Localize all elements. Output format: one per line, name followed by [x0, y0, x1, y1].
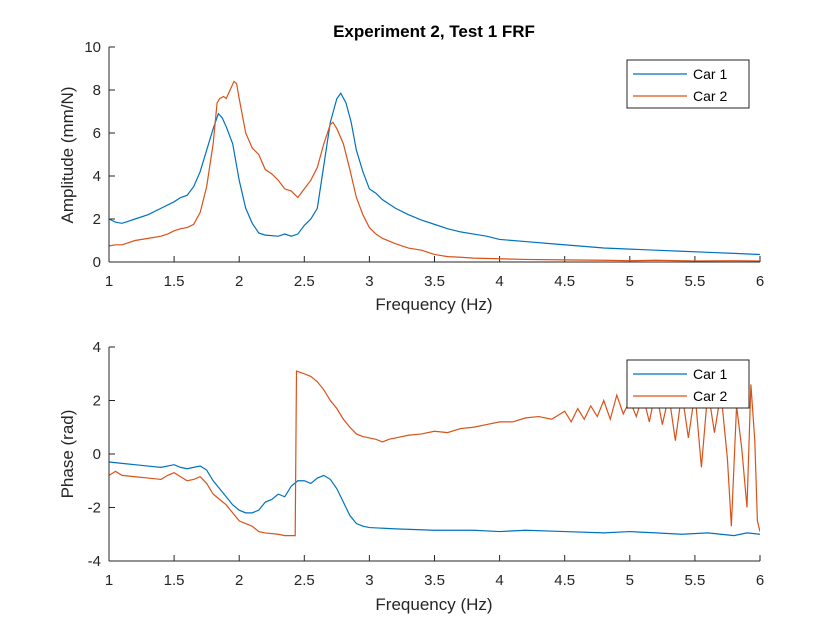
phase-ticks: 1 1.5 2 2.5 3 3.5 4 4.5 5 5.5 6 -4 -2 0 2 4: [88, 339, 765, 589]
amplitude-y-tick-label: 8: [93, 82, 101, 99]
phase-x-axis-label: Frequency (Hz): [375, 595, 492, 614]
amplitude-y-tick-label: 4: [93, 168, 101, 185]
amplitude-x-tick-label: 1.5: [164, 273, 185, 290]
amplitude-x-tick-label: 5.5: [684, 273, 705, 290]
amplitude-x-tick-label: 3.5: [424, 273, 445, 290]
phase-x-tick-label: 5.5: [684, 572, 705, 589]
phase-y-tick-label: 2: [93, 393, 101, 410]
phase-legend: Car 1 Car 2: [626, 359, 750, 409]
phase-y-tick-label: -4: [88, 553, 101, 570]
amplitude-legend-label-1: Car 1: [693, 66, 727, 82]
amplitude-x-tick-label: 4.5: [554, 273, 575, 290]
phase-x-tick-label: 3: [365, 572, 373, 589]
phase-x-tick-label: 4: [495, 572, 503, 589]
phase-legend-box: [626, 359, 750, 409]
phase-series-line-2: [109, 370, 760, 537]
phase-legend-label-1: Car 1: [693, 366, 727, 382]
amplitude-x-tick-label: 3: [365, 273, 373, 290]
amplitude-series-line-1: [109, 92, 760, 256]
amplitude-series-line-2: [109, 80, 760, 262]
figure-title: Experiment 2, Test 1 FRF: [333, 22, 535, 41]
amplitude-legend: Car 1 Car 2: [626, 59, 750, 109]
phase-x-tick-label: 1: [105, 572, 113, 589]
amplitude-x-tick-label: 4: [495, 273, 503, 290]
amplitude-axes: [108, 47, 760, 263]
amplitude-series: [109, 80, 760, 262]
phase-series-line-1: [109, 461, 760, 537]
phase-plot: Frequency (Hz) Phase (rad) 1 1.5 2 2.5 3 3.5 4…: [58, 339, 764, 614]
phase-x-tick-label: 5: [626, 572, 634, 589]
amplitude-x-axis-label: Frequency (Hz): [375, 295, 492, 314]
phase-y-tick-label: 4: [93, 339, 101, 356]
phase-y-tick-label: 0: [93, 446, 101, 463]
amplitude-y-tick-label: 6: [93, 125, 101, 142]
amplitude-x-tick-label: 5: [626, 273, 634, 290]
amplitude-x-tick-label: 2.5: [294, 273, 315, 290]
phase-series: [109, 370, 760, 537]
phase-x-tick-label: 4.5: [554, 572, 575, 589]
phase-x-tick-label: 2: [235, 572, 243, 589]
phase-axes: [108, 347, 760, 562]
amplitude-legend-box: [626, 59, 750, 109]
phase-x-tick-label: 3.5: [424, 572, 445, 589]
amplitude-y-tick-label: 2: [93, 211, 101, 228]
amplitude-y-axis-label: Amplitude (mm/N): [58, 87, 77, 224]
amplitude-y-tick-label: 0: [93, 254, 101, 271]
phase-x-tick-label: 1.5: [164, 572, 185, 589]
phase-y-tick-label: -2: [88, 500, 101, 517]
phase-x-tick-label: 6: [756, 572, 764, 589]
amplitude-legend-label-2: Car 2: [693, 88, 727, 104]
phase-x-tick-label: 2.5: [294, 572, 315, 589]
amplitude-x-tick-label: 2: [235, 273, 243, 290]
amplitude-x-tick-label: 1: [105, 273, 113, 290]
amplitude-plot: Frequency (Hz) Amplitude (mm/N) 1 1.5 2 2.5…: [58, 39, 764, 314]
phase-y-axis-label: Phase (rad): [58, 410, 77, 499]
amplitude-y-tick-label: 10: [84, 39, 101, 56]
amplitude-x-tick-label: 6: [756, 273, 764, 290]
phase-legend-label-2: Car 2: [693, 388, 727, 404]
